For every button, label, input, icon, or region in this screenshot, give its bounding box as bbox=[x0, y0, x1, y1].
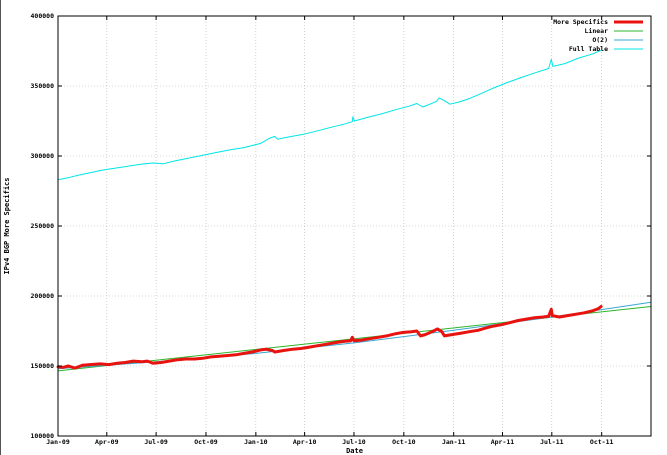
legend-label: More Specifics bbox=[553, 18, 608, 26]
x-tick-label: Jan-10 bbox=[244, 438, 268, 446]
x-tick-label: Jan-09 bbox=[46, 438, 70, 446]
x-tick-label: Apr-10 bbox=[293, 438, 317, 446]
grid bbox=[57, 16, 651, 436]
x-tick-label: Oct-10 bbox=[392, 438, 416, 446]
y-tick-label: 400000 bbox=[31, 12, 55, 20]
series-layer bbox=[56, 49, 652, 372]
legend-label: Linear bbox=[585, 27, 609, 35]
x-tick-label: Jan-11 bbox=[442, 438, 466, 446]
axis-ticks: 100000 150000 200000 250000 300000 350000 4000… bbox=[31, 12, 651, 446]
y-tick-label: 100000 bbox=[31, 432, 55, 440]
x-tick-label: Jul-10 bbox=[342, 438, 366, 446]
legend-label: Full Table bbox=[569, 45, 608, 53]
legend-label: O(2) bbox=[592, 36, 608, 44]
x-tick-label: Jul-09 bbox=[144, 438, 168, 446]
y-tick-label: 300000 bbox=[31, 152, 55, 160]
y-tick-label: 250000 bbox=[31, 222, 55, 230]
x-tick-label: Oct-09 bbox=[194, 438, 218, 446]
y-axis-title: IPv4 BGP More Specifics bbox=[3, 178, 11, 275]
x-tick-label: Jul-11 bbox=[540, 438, 564, 446]
x-tick-label: Oct-11 bbox=[590, 438, 614, 446]
y-tick-label: 350000 bbox=[31, 82, 55, 90]
x-axis-title: Date bbox=[346, 447, 363, 455]
y-tick-label: 200000 bbox=[31, 292, 55, 300]
x-tick-label: Apr-09 bbox=[95, 438, 119, 446]
y-tick-label: 150000 bbox=[31, 362, 55, 370]
series-line-more-specifics bbox=[56, 305, 603, 370]
x-tick-label: Apr-11 bbox=[491, 438, 515, 446]
series-line-full-table bbox=[57, 49, 602, 181]
